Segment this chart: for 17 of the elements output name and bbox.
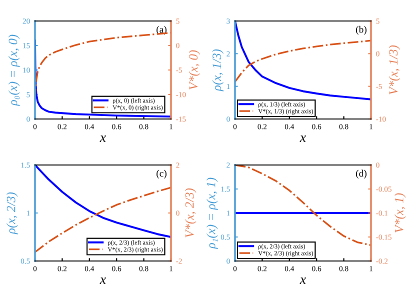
y-axis-title: ρ₁(x) = ρ(x, 1) [206,178,218,249]
y-axis-title: ρ(x, 1/3) [212,49,224,92]
y-axis-title: ρ(x, 2/3) [6,192,18,234]
annotation: (b) [356,26,366,35]
x-axis-title: x [300,135,306,142]
x-axis-title: x [300,277,306,284]
y2-axis-title: V*(x, 0) [188,50,200,90]
line-series [235,40,371,83]
y2-axis-title: V*(x, 1) [394,193,406,232]
annotation: (c) [156,170,166,179]
x-axis-title: x [100,135,106,142]
x-axis-title: x [100,277,106,284]
line-series [35,186,171,253]
y2-axis-title: V*(x, 2/3) [185,188,196,238]
annotation: (d) [356,170,366,179]
y2-axis-title: V*(x, 1/3) [388,45,400,94]
y-axis-title: ρ₀(x) = ρ(x, 0) [8,34,20,106]
